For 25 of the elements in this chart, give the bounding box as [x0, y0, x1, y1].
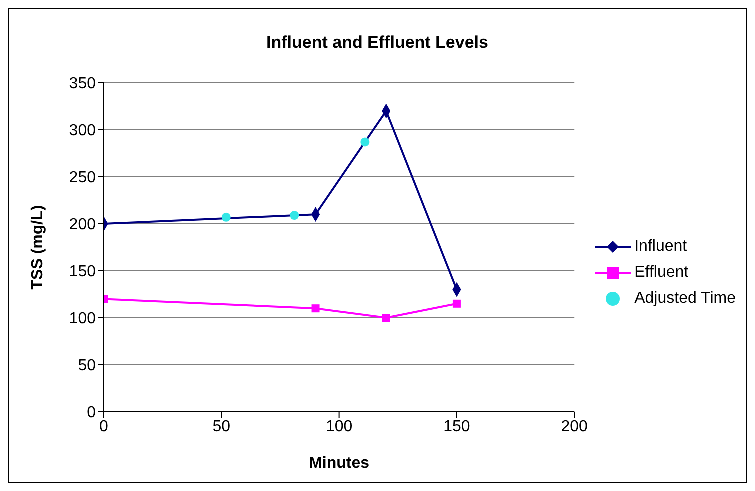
- y-tick-label: 50: [78, 358, 96, 375]
- point: [290, 211, 300, 220]
- y-tick-label: 300: [69, 122, 96, 140]
- y-tick-label: 200: [69, 216, 96, 234]
- legend-label: Influent: [634, 238, 688, 256]
- point: [222, 212, 231, 222]
- point: [382, 314, 390, 322]
- y-tick-label: 250: [69, 170, 96, 187]
- chart-title: Influent and Effluent Levels: [266, 33, 490, 54]
- legend-label: Adjusted Time: [634, 290, 736, 308]
- x-tick-label: 200: [561, 418, 588, 436]
- y-tick-label: 0: [87, 404, 96, 422]
- legend-label: Effluent: [634, 264, 689, 282]
- point: [360, 138, 370, 147]
- x-tick-label: 0: [100, 418, 109, 436]
- x-tick-label: 50: [212, 418, 231, 436]
- y-tick-label: 350: [69, 76, 96, 93]
- x-axis-title: Minutes: [309, 455, 370, 472]
- point: [312, 304, 320, 313]
- y-axis-title: TSS (mg/L): [30, 205, 47, 290]
- x-tick-label: 150: [444, 418, 470, 436]
- point: [452, 300, 461, 308]
- y-tick-label: 100: [69, 310, 96, 328]
- y-tick-label: 150: [69, 264, 96, 281]
- x-tick-label: 100: [326, 418, 353, 436]
